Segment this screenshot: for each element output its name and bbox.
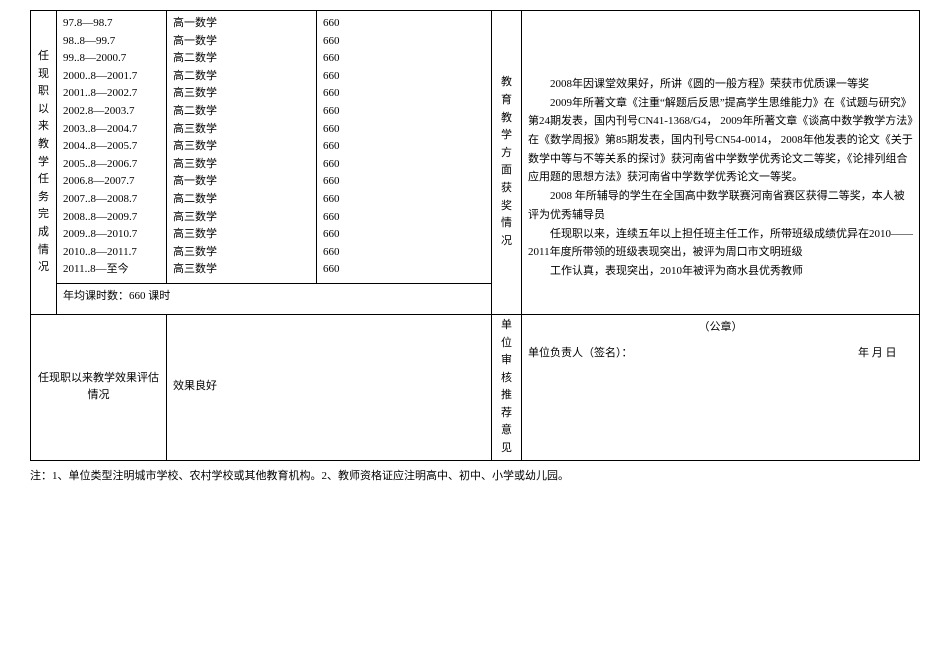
eval-value: 效果良好 bbox=[167, 314, 492, 460]
subject-col: 高一数学 高一数学 高二数学 高二数学 高三数学 高二数学 高三数学 高三数学 … bbox=[167, 11, 317, 284]
award-paragraph: 任现职以来，连续五年以上担任班主任工作，所带班级成绩优异在2010——2011年… bbox=[528, 225, 913, 262]
audit-content: （公章） 单位负责人（签名）： 年 月 日 bbox=[522, 314, 920, 460]
date-label: 年 月 日 bbox=[858, 347, 897, 359]
teaching-task-label: 任现职以来教学任务完成情况 bbox=[31, 11, 57, 315]
avg-hours-cell: 年均课时数：660 课时 bbox=[57, 283, 492, 314]
seal-text: （公章） bbox=[528, 319, 913, 337]
footnote: 注：1、单位类型注明城市学校、农村学校或其他教育机构。2、教师资格证应注明高中、… bbox=[30, 467, 920, 483]
award-paragraph: 2008 年所辅导的学生在全国高中数学联赛河南省赛区获得二等奖，本人被评为优秀辅… bbox=[528, 187, 913, 224]
audit-label: 单位审核推荐意见 bbox=[492, 314, 522, 460]
award-paragraph: 2008年因课堂效果好，所讲《圆的一般方程》荣获市优质课一等奖 bbox=[528, 75, 913, 94]
signer-label: 单位负责人（签名）： bbox=[528, 347, 633, 359]
award-paragraph: 2009年所著文章《注重“解题后反思”提高学生思维能力》在《试题与研究》第24期… bbox=[528, 94, 913, 187]
period-col: 97.8—98.7 98..8—99.7 99..8—2000.7 2000..… bbox=[57, 11, 167, 284]
award-paragraph: 工作认真，表现突出，2010年被评为商水县优秀教师 bbox=[528, 262, 913, 281]
awards-label: 教育教学方面获奖情况 bbox=[492, 11, 522, 315]
eval-label: 任现职以来教学效果评估情况 bbox=[31, 314, 167, 460]
hours-col: 660 660 660 660 660 660 660 660 660 660 … bbox=[317, 11, 492, 284]
main-table: 任现职以来教学任务完成情况 97.8—98.7 98..8—99.7 99..8… bbox=[30, 10, 920, 461]
awards-content: 2008年因课堂效果好，所讲《圆的一般方程》荣获市优质课一等奖2009年所著文章… bbox=[522, 11, 920, 315]
